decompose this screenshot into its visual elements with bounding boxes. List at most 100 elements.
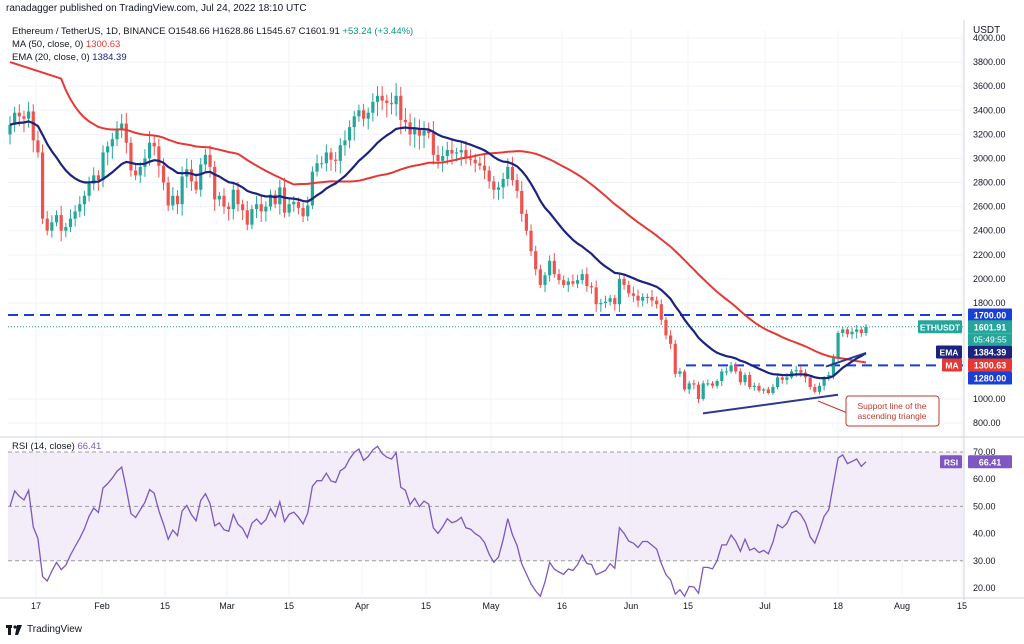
candle-body <box>617 278 622 305</box>
axes: 17 Feb 15 Mar 15 Apr 15 May 16 Jun 15 Jul 18 Aug 15 400… <box>0 20 1024 611</box>
horizontal-levels <box>8 314 963 367</box>
candle-body <box>831 358 836 375</box>
rsi-tick-label: 60.00 <box>973 474 996 484</box>
candle-body <box>348 127 352 141</box>
candle-body <box>13 112 17 125</box>
ohlc-change: +53.24 (+3.44%) <box>342 26 414 37</box>
candle-body <box>650 296 654 301</box>
candle-body <box>715 381 719 386</box>
candle-body <box>17 112 21 117</box>
candle-body <box>431 133 435 155</box>
candle-body <box>254 204 259 210</box>
rsi-tick-label: 40.00 <box>973 529 996 539</box>
candle-body <box>68 218 73 228</box>
candle-body <box>106 146 110 153</box>
ohlc-close: C1601.91 <box>298 26 340 37</box>
rsi-tick-label: 20.00 <box>973 583 996 593</box>
candle-body <box>548 260 552 276</box>
candle-body <box>762 389 766 391</box>
candle-body <box>850 331 854 335</box>
candle-body <box>631 293 635 296</box>
candle-body <box>738 371 742 383</box>
candle-body <box>375 95 380 102</box>
ema-name-tag-bg <box>936 345 962 359</box>
candle-body <box>557 274 561 281</box>
candle-body <box>292 201 296 205</box>
brand-name: TradingView <box>27 624 83 635</box>
price-tick-label: 2600.00 <box>973 202 1006 212</box>
currency-label: USDT <box>973 25 1001 36</box>
candle-body <box>282 187 287 213</box>
candle-body <box>482 165 487 171</box>
candle-body <box>343 140 347 146</box>
rsi-legend[interactable]: RSI (14, close) 66.41 <box>12 441 101 452</box>
candle-body <box>813 387 817 392</box>
candle-body <box>82 195 87 205</box>
candle-body <box>645 296 649 298</box>
candle-body <box>682 371 687 390</box>
candle-body <box>259 204 263 212</box>
candle-body <box>320 163 324 165</box>
candle-body <box>264 206 268 212</box>
candle-body <box>194 181 198 190</box>
candle-body <box>385 100 389 104</box>
price-tick-label: 4000.00 <box>973 33 1006 43</box>
price-tick-label: 3400.00 <box>973 105 1006 115</box>
x-tick-label: 17 <box>31 601 41 611</box>
candle-body <box>855 329 859 332</box>
x-tick-label: 18 <box>833 601 843 611</box>
ema-price-tag: 1384.39 <box>968 345 1012 359</box>
candle-body <box>92 175 96 184</box>
rsi-value-tag-bg <box>968 455 1012 469</box>
candle-body <box>720 371 724 381</box>
candle-body <box>785 377 789 380</box>
level-tag-text: 1280.00 <box>974 374 1007 384</box>
ohlc-low: L1545.67 <box>256 26 296 37</box>
candle-body <box>524 213 528 231</box>
ema-price-tag-bg <box>968 345 1012 359</box>
candle-body <box>129 142 133 171</box>
candle-body <box>575 280 580 284</box>
symbol-tag-bg <box>918 320 962 334</box>
candle-body <box>120 123 124 130</box>
candle-body <box>692 383 696 385</box>
callout-box <box>845 395 940 427</box>
ema-legend[interactable]: EMA (20, close, 0) 1384.39 <box>12 52 127 63</box>
candle-body <box>799 370 803 373</box>
candle-body <box>771 387 775 393</box>
publisher-line: ranadagger published on TradingView.com,… <box>6 3 307 14</box>
candle-body <box>138 166 142 176</box>
rsi-band <box>8 451 963 562</box>
candle-body <box>501 178 505 188</box>
candle-body <box>222 195 226 207</box>
candle-body <box>562 280 566 285</box>
symbol-legend[interactable]: Ethereum / TetherUS, 1D, BINANCE O1548.6… <box>12 26 413 37</box>
candle-body <box>64 227 68 231</box>
price-tick-label: 2200.00 <box>973 250 1006 260</box>
candle-body <box>496 187 501 190</box>
tradingview-logo-icon <box>6 624 22 635</box>
ma-legend[interactable]: MA (50, close, 0) 1300.63 <box>12 39 120 50</box>
candle-body <box>473 159 477 164</box>
price-tick-label: 2800.00 <box>973 178 1006 188</box>
candle-body <box>729 365 733 372</box>
candle-body <box>669 335 673 344</box>
candle-body <box>78 204 82 212</box>
ema-name-tag-text: EMA <box>940 348 959 358</box>
candle-body <box>724 371 729 373</box>
ma-name-tag: MA <box>942 358 962 372</box>
candle-body <box>515 180 519 191</box>
candle-body <box>8 124 12 135</box>
ema20-line <box>9 120 867 380</box>
rsi-line <box>9 445 867 598</box>
x-tick-label: 15 <box>421 601 431 611</box>
level-tag-bg <box>968 371 1012 385</box>
candle-body <box>241 204 245 211</box>
candle-body <box>357 110 361 117</box>
ohlc-open: O1548.66 <box>168 26 210 37</box>
ma-label: MA (50, close, 0) <box>12 39 84 50</box>
rsi-tick-label: 50.00 <box>973 501 996 511</box>
candle-body <box>594 287 598 305</box>
